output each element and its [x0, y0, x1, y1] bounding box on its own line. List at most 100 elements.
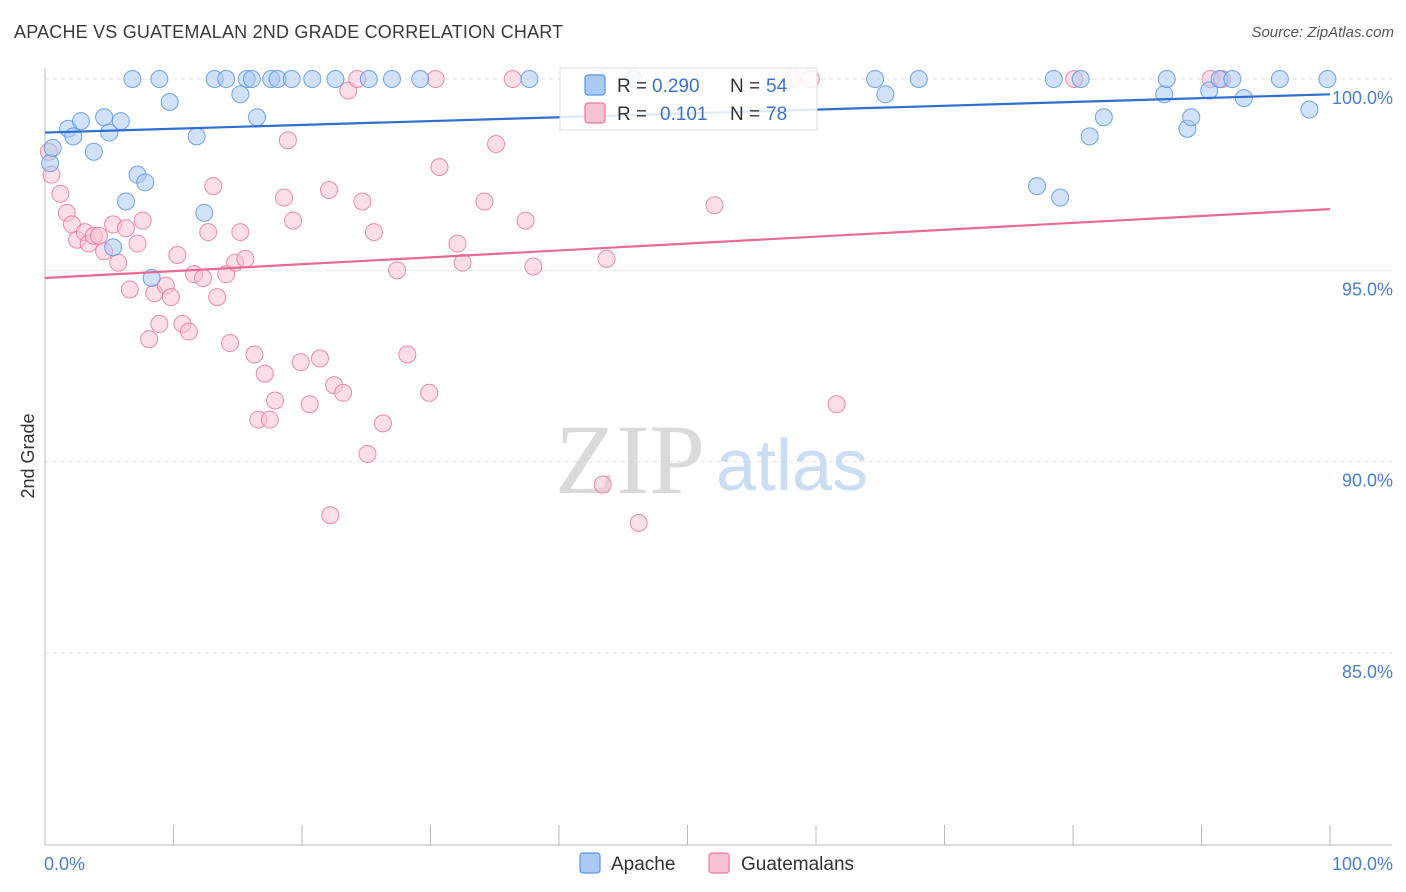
guatemalan-point [516, 211, 535, 230]
apache-point [876, 85, 895, 104]
gridlines [45, 78, 1392, 654]
apache-point [1028, 177, 1047, 196]
guatemalan-point [353, 192, 372, 211]
apache-point [382, 70, 401, 88]
guatemalan-point [245, 345, 264, 364]
legend-apache-n-label: N = [730, 76, 760, 97]
apache-point [359, 70, 378, 88]
apache-point [136, 173, 155, 192]
x-tick-labels: 0.0% 100.0% [44, 854, 1393, 874]
apache-point [195, 203, 214, 222]
guatemalan-point [398, 345, 417, 364]
apache-point [303, 70, 322, 88]
guatemalan-point [128, 234, 147, 253]
guatemalan-point [321, 506, 340, 525]
guatemalan-point [503, 70, 522, 88]
apache-point [43, 138, 62, 157]
watermark-zip: ZIP [555, 404, 705, 515]
chart-title: APACHE VS GUATEMALAN 2ND GRADE CORRELATI… [14, 22, 564, 42]
y-tick-label: 90.0% [1342, 471, 1393, 491]
apache-point [1094, 108, 1113, 127]
guatemalan-point [430, 158, 449, 177]
bottom-legend-apache-swatch [579, 852, 601, 874]
apache-point [1300, 100, 1319, 119]
y-tick-label: 85.0% [1342, 662, 1393, 682]
bottom-legend: Apache Guatemalans [579, 852, 854, 875]
legend-guatemalan-n: 78 [766, 104, 787, 125]
legend-apache-swatch [584, 74, 606, 96]
guatemalan-point [291, 353, 310, 372]
apache-point [231, 85, 250, 104]
guatemalan-point [150, 314, 169, 333]
apache-point [187, 127, 206, 146]
guatemalan-point [705, 196, 724, 215]
y-tick-label: 95.0% [1342, 279, 1393, 299]
x-tick-label: 100.0% [1332, 854, 1393, 874]
apache-point [142, 268, 161, 287]
apache-point [520, 70, 539, 88]
source-label: Source: ZipAtlas.com [1251, 24, 1394, 41]
guatemalan-point [593, 475, 612, 494]
guatemalan-point [448, 234, 467, 253]
watermark-atlas: atlas [716, 426, 868, 506]
axes [44, 68, 1392, 846]
apache-point [104, 238, 123, 257]
guatemalan-point [204, 177, 223, 196]
guatemalan-point [231, 223, 250, 242]
guatemalan-point [199, 223, 218, 242]
guatemalan-point [236, 249, 255, 268]
apache-point [248, 108, 267, 127]
guatemalan-point [260, 410, 279, 429]
apache-point [84, 142, 103, 161]
guatemalan-point [179, 322, 198, 341]
guatemalan-point [116, 219, 135, 238]
apache-point [71, 112, 90, 131]
apache-point [866, 70, 885, 88]
guatemalan-point [426, 70, 445, 88]
y-tick-labels: 85.0% 90.0% 95.0% 100.0% [1332, 88, 1393, 682]
guatemalan-point [109, 253, 128, 272]
apache-point [1182, 108, 1201, 127]
guatemalan-point [300, 395, 319, 414]
legend-apache-r: 0.290 [652, 76, 700, 97]
guatemalan-point [89, 226, 108, 245]
apache-point [123, 70, 142, 88]
apache-point [116, 192, 135, 211]
apache-point [1157, 70, 1176, 88]
apache-point [1318, 70, 1337, 88]
apache-point [217, 70, 236, 88]
guatemalan-point [364, 223, 383, 242]
guatemalan-point [140, 330, 159, 349]
legend: R = 0.290 N = 54 R = 0.101 N = 78 [559, 67, 818, 131]
guatemalan-point [221, 334, 240, 353]
apache-point [909, 70, 928, 88]
apache-point [1223, 70, 1242, 88]
apache-point [282, 70, 301, 88]
guatemalan-point [310, 349, 329, 368]
guatemalan-point [334, 383, 353, 402]
apache-point [1051, 188, 1070, 207]
legend-guatemalan-r-label: R = [617, 104, 647, 125]
apache-point [64, 127, 83, 146]
guatemalan-point [120, 280, 139, 299]
legend-apache-r-label: R = [617, 76, 647, 97]
guatemalan-point [524, 257, 543, 276]
guatemalan-point [168, 246, 187, 265]
guatemalan-point [373, 414, 392, 433]
guatemalan-trend-line [44, 208, 1331, 280]
guatemalan-point [827, 395, 846, 414]
apache-point [1071, 70, 1090, 88]
guatemalan-point [266, 391, 285, 410]
guatemalan-point [420, 383, 439, 402]
bottom-legend-guatemalan-swatch [708, 852, 730, 874]
guatemalan-point [133, 211, 152, 230]
apache-point [160, 92, 179, 111]
guatemalan-point [475, 192, 494, 211]
legend-guatemalan-n-label: N = [730, 104, 760, 125]
legend-guatemalan-swatch [584, 102, 606, 124]
apache-point [242, 70, 261, 88]
bottom-legend-apache: Apache [611, 854, 675, 875]
guatemalan-point [453, 253, 472, 272]
guatemalan-point [284, 211, 303, 230]
